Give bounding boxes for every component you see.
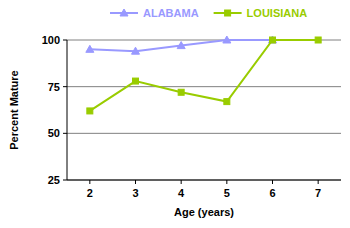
plot-area [86,36,321,114]
legend-marker [120,9,128,16]
y-tick-label: 50 [48,127,60,139]
y-tick [63,180,67,181]
grid-line [67,86,341,87]
chart-container: 25 50 75 100 2 3 4 5 6 7 Age (years) Percent Mature… [0,0,350,228]
marker [87,108,93,114]
y-tick-label: 75 [48,81,60,93]
marker [178,89,184,95]
marker [223,36,231,43]
marker [133,78,139,84]
x-axis-label: Age (years) [174,206,234,218]
legend-label: LOUISIANA [247,7,308,19]
marker [315,37,321,43]
marker [270,37,276,43]
x-tick [272,180,273,184]
x-tick-label: 3 [132,187,138,199]
series-line [90,40,318,111]
chart: 25 50 75 100 2 3 4 5 6 7 Age (years) Percent Mature… [0,0,350,228]
y-tick [63,40,67,41]
x-tick-label: 7 [315,187,321,199]
x-tick [135,180,136,184]
series-line [90,40,273,51]
marker [86,45,94,52]
x-tick [181,180,182,184]
x-tick-label: 4 [178,187,185,199]
y-tick [63,133,67,134]
x-tick [226,180,227,184]
marker [177,42,185,49]
x-tick [318,180,319,184]
y-axis [67,40,68,180]
x-axis [67,180,341,181]
x-tick-label: 5 [224,187,230,199]
grid-line [67,133,341,134]
y-tick [63,86,67,87]
x-tick-label: 2 [87,187,93,199]
legend-label: ALABAMA [143,7,199,19]
y-axis-label: Percent Mature [8,70,20,149]
x-tick-label: 6 [269,187,275,199]
marker [224,99,230,105]
x-tick [89,180,90,184]
y-tick-label: 100 [42,34,60,46]
marker [132,47,140,54]
marker [269,36,277,43]
legend-marker [225,10,231,16]
y-tick-label: 25 [48,174,60,186]
grid-line [67,180,341,181]
